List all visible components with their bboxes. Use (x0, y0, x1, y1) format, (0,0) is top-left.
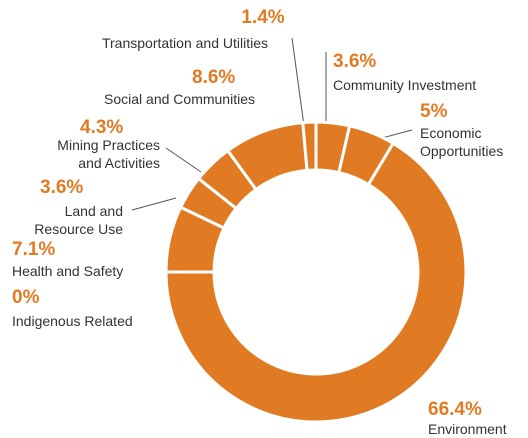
category-label: Community Investment (333, 77, 476, 93)
value-label: 8.6% (192, 67, 235, 88)
value-label: 5% (420, 101, 448, 122)
value-label: 3.6% (40, 177, 83, 198)
value-label: 1.4% (241, 7, 284, 28)
category-label: Economic Opportunities (420, 125, 503, 159)
category-label: Social and Communities (104, 91, 255, 107)
donut-segment (301, 120, 318, 173)
leader-line (165, 147, 202, 173)
value-label: 0% (12, 287, 40, 308)
category-label: Land and Resource Use (34, 203, 123, 237)
category-label: Environment (428, 421, 507, 437)
category-label: Health and Safety (12, 263, 123, 279)
category-label: Mining Practices and Activities (57, 137, 160, 171)
value-label: 66.4% (428, 399, 482, 420)
category-label: Transportation and Utilities (102, 35, 268, 51)
value-label: 7.1% (12, 239, 55, 260)
leader-line (291, 37, 305, 127)
category-label: Indigenous Related (12, 313, 133, 329)
value-label: 4.3% (80, 117, 123, 138)
leader-line (131, 197, 177, 211)
donut-segment (164, 141, 468, 424)
value-label: 3.6% (333, 51, 376, 72)
